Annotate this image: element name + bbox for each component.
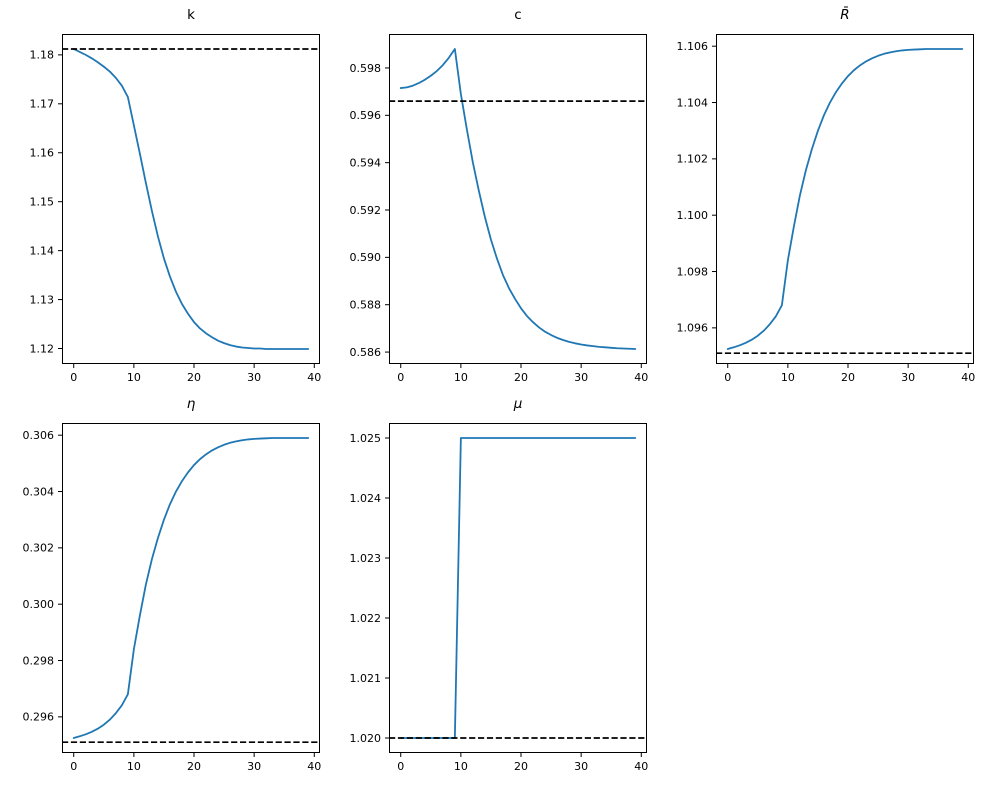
series-line bbox=[726, 48, 964, 350]
y-axis-tick-label: 0.596 bbox=[350, 109, 382, 122]
x-axis-tick-label: 10 bbox=[454, 760, 468, 773]
axes-spines bbox=[389, 423, 647, 753]
y-axis-tick-label: 0.296 bbox=[23, 711, 55, 724]
chart-plot-area-c: 0.586 0.588 0.590 0.592 0.594 0.596 0.598 0 10 20… bbox=[350, 34, 648, 384]
y-axis-tick-label: 1.18 bbox=[30, 49, 55, 62]
subplot-k: k 1.12 1.13 1.14 1.15 1.16 1.17 1.18 0 10 20 30 40 bbox=[30, 7, 322, 384]
axes-spines bbox=[62, 34, 320, 364]
y-axis-tick-label: 1.096 bbox=[677, 322, 709, 335]
y-axis-tick-label: 0.302 bbox=[23, 542, 55, 555]
x-axis-tick-label: 30 bbox=[247, 371, 261, 384]
axes-spines bbox=[62, 423, 320, 753]
x-axis-tick-label: 0 bbox=[70, 760, 77, 773]
chart-plot-area-mu: 1.020 1.021 1.022 1.023 1.024 1.025 0 10 20 30 40 bbox=[350, 423, 648, 773]
chart-title-k: k bbox=[187, 7, 195, 23]
x-axis-tick-label: 20 bbox=[187, 760, 201, 773]
chart-title-mu: μ bbox=[513, 396, 523, 412]
x-axis-tick-label: 30 bbox=[574, 371, 588, 384]
chart-plot-area-rbar: 1.096 1.098 1.100 1.102 1.104 1.106 0 10 20 30 40 bbox=[677, 34, 975, 384]
y-axis-tick-label: 0.300 bbox=[23, 598, 55, 611]
axes-spines bbox=[389, 34, 647, 364]
y-axis-tick-label: 1.024 bbox=[350, 492, 382, 505]
y-axis-tick-label: 0.590 bbox=[350, 251, 382, 264]
x-axis-tick-label: 20 bbox=[514, 371, 528, 384]
y-axis-tick-label: 0.304 bbox=[23, 485, 55, 498]
y-axis-tick-label: 1.15 bbox=[30, 195, 55, 208]
chart-plot-area-eta: 0.296 0.298 0.300 0.302 0.304 0.306 0 10 20 30 40 bbox=[23, 423, 321, 773]
y-axis-tick-label: 1.025 bbox=[350, 432, 382, 445]
x-axis-tick-label: 10 bbox=[127, 760, 141, 773]
y-axis-tick-label: 1.098 bbox=[677, 265, 709, 278]
x-axis-tick-label: 0 bbox=[70, 371, 77, 384]
y-axis-tick-label: 1.022 bbox=[350, 612, 382, 625]
y-axis-tick-label: 1.100 bbox=[677, 209, 709, 222]
series-line bbox=[399, 437, 637, 739]
x-axis-tick-label: 40 bbox=[307, 760, 321, 773]
y-axis-tick-label: 1.12 bbox=[30, 342, 55, 355]
series-line bbox=[72, 48, 310, 350]
x-axis-tick-label: 10 bbox=[781, 371, 795, 384]
y-axis-tick-label: 1.16 bbox=[30, 147, 55, 160]
y-axis-tick-label: 1.13 bbox=[30, 293, 55, 306]
y-axis-tick-label: 1.021 bbox=[350, 672, 382, 685]
y-axis-tick-label: 1.023 bbox=[350, 552, 382, 565]
subplot-c: c 0.586 0.588 0.590 0.592 0.594 0.596 0.598 0 10… bbox=[350, 7, 649, 384]
x-axis-tick-label: 30 bbox=[574, 760, 588, 773]
axes-spines bbox=[716, 34, 974, 364]
chart-title-eta: η bbox=[186, 396, 196, 412]
subplot-mu: μ 1.020 1.021 1.022 1.023 1.024 1.025 0 10 20 30 4… bbox=[350, 396, 649, 773]
x-axis-tick-label: 20 bbox=[187, 371, 201, 384]
x-axis-tick-label: 30 bbox=[901, 371, 915, 384]
x-axis-tick-label: 0 bbox=[397, 371, 404, 384]
x-axis-tick-label: 10 bbox=[454, 371, 468, 384]
y-axis-tick-label: 1.17 bbox=[30, 98, 55, 111]
x-axis-tick-label: 30 bbox=[247, 760, 261, 773]
y-axis-tick-label: 0.298 bbox=[23, 654, 55, 667]
x-axis-tick-label: 20 bbox=[841, 371, 855, 384]
y-axis-tick-label: 0.306 bbox=[23, 429, 55, 442]
subplot-eta: η 0.296 0.298 0.300 0.302 0.304 0.306 0 10 20 30 4… bbox=[23, 396, 322, 773]
y-axis-tick-label: 1.020 bbox=[350, 732, 382, 745]
series-line bbox=[399, 48, 637, 350]
x-axis-tick-label: 40 bbox=[307, 371, 321, 384]
x-axis-tick-label: 40 bbox=[634, 371, 648, 384]
x-axis-tick-label: 10 bbox=[127, 371, 141, 384]
y-axis-tick-label: 0.592 bbox=[350, 204, 382, 217]
chart-plot-area-k: 1.12 1.13 1.14 1.15 1.16 1.17 1.18 0 10 20 30 40 bbox=[30, 34, 321, 384]
y-axis-tick-label: 1.102 bbox=[677, 153, 709, 166]
y-axis-tick-label: 0.594 bbox=[350, 156, 382, 169]
y-axis-tick-label: 1.14 bbox=[30, 244, 55, 257]
x-axis-tick-label: 40 bbox=[634, 760, 648, 773]
series-line bbox=[72, 437, 310, 739]
y-axis-tick-label: 1.106 bbox=[677, 40, 709, 53]
x-axis-tick-label: 0 bbox=[724, 371, 731, 384]
x-axis-tick-label: 0 bbox=[397, 760, 404, 773]
y-axis-tick-label: 1.104 bbox=[677, 96, 709, 109]
x-axis-tick-label: 40 bbox=[961, 371, 975, 384]
subplot-rbar: R̄ 1.096 1.098 1.100 1.102 1.104 1.106 0 10 20 30… bbox=[677, 7, 976, 384]
chart-title-rbar: R̄ bbox=[840, 7, 850, 23]
y-axis-tick-label: 0.586 bbox=[350, 346, 382, 359]
y-axis-tick-label: 0.598 bbox=[350, 62, 382, 75]
x-axis-tick-label: 20 bbox=[514, 760, 528, 773]
chart-title-c: c bbox=[514, 7, 522, 23]
y-axis-tick-label: 0.588 bbox=[350, 299, 382, 312]
